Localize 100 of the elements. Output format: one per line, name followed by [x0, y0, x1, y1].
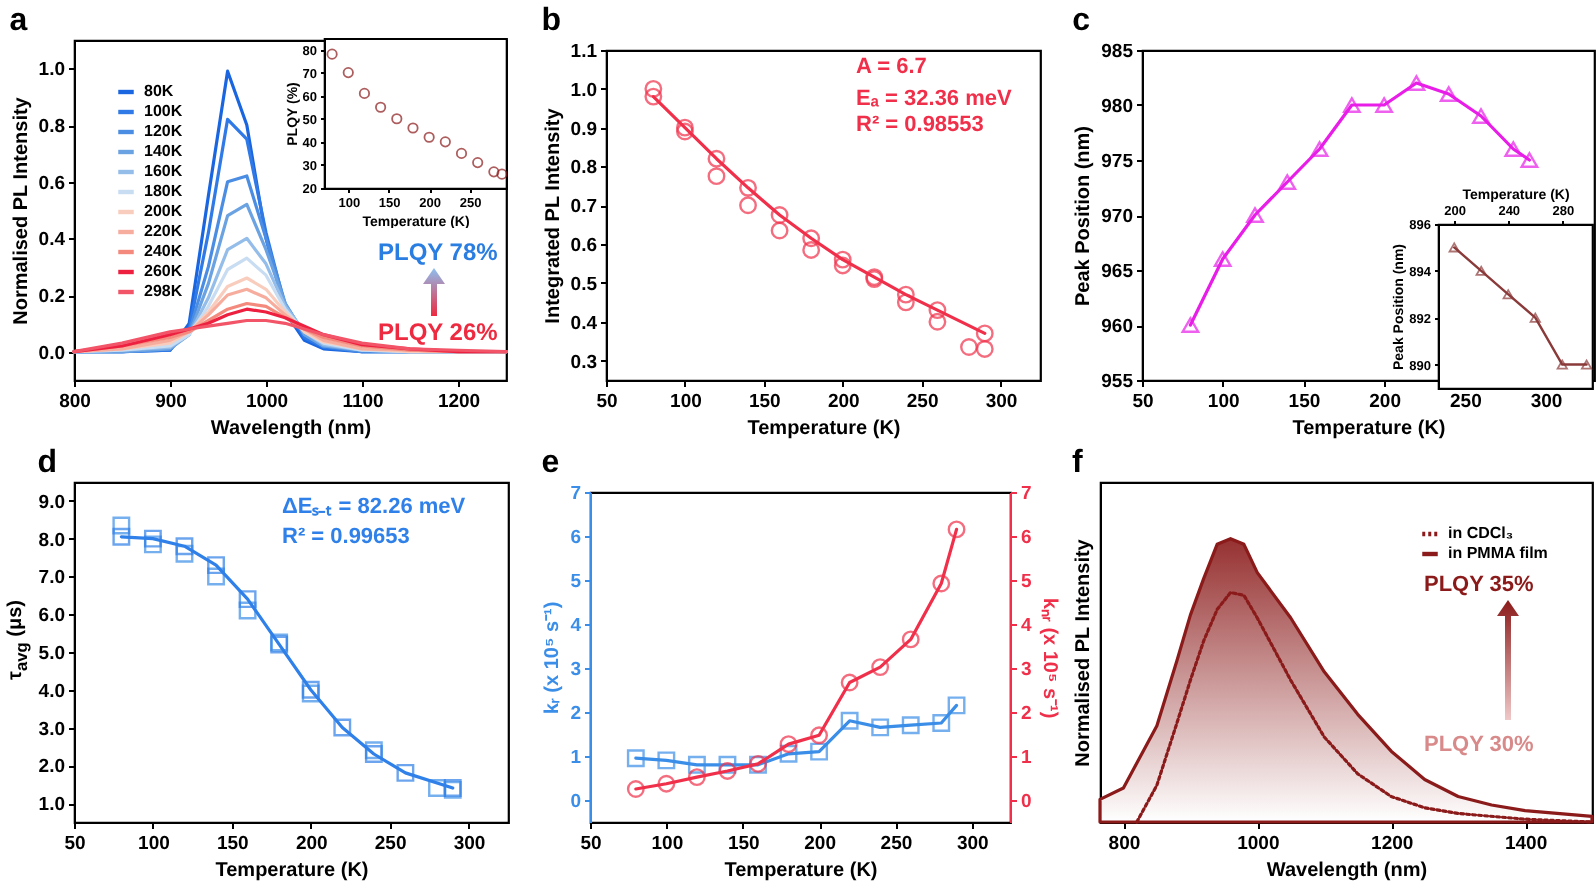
y2-tick-label: 1	[1021, 747, 1033, 769]
point	[896, 285, 915, 304]
legend-label: 240K	[144, 242, 183, 260]
y2-tick-label: 6	[1021, 527, 1032, 549]
point	[1181, 317, 1200, 333]
point	[687, 755, 706, 774]
y2-tick-label: 4	[1021, 615, 1033, 637]
point	[333, 718, 352, 737]
x-tick-label: 50	[1132, 391, 1154, 413]
point	[1502, 289, 1514, 300]
x-tick-label: 300	[453, 833, 486, 855]
legend-label: 80K	[144, 82, 174, 100]
point	[472, 157, 484, 169]
point	[112, 516, 131, 535]
x-tick-label: 150	[748, 391, 781, 413]
y-tick-label: 960	[1101, 316, 1133, 338]
x-tick-label: 1100	[342, 391, 384, 413]
point	[932, 574, 951, 593]
annotation: Eₐ = 32.36 meV	[856, 87, 1012, 111]
annotation: PLQY 26%	[378, 318, 498, 346]
legend-label: 120K	[144, 122, 183, 140]
y2-tick-label: 7	[1021, 483, 1032, 505]
x-tick-label: 100	[651, 833, 684, 855]
y-tick-label: 9.0	[38, 491, 65, 514]
point	[488, 166, 500, 178]
point	[375, 101, 387, 113]
point	[960, 338, 978, 356]
point	[657, 751, 676, 770]
x-tick-label: 200	[827, 391, 860, 413]
y-tick-label: 975	[1101, 151, 1135, 173]
point	[810, 742, 829, 761]
point	[238, 590, 257, 609]
x-tick-label: 250	[1450, 391, 1482, 413]
y-tick-label: 0.2	[38, 286, 65, 308]
y-tick-label: 0	[570, 791, 581, 813]
y2-tick-label: 5	[1021, 571, 1033, 593]
point	[1475, 265, 1487, 276]
point	[1213, 251, 1232, 267]
legend-label: 180K	[144, 182, 183, 200]
y-tick-label: 0.0	[38, 342, 65, 365]
point	[342, 67, 354, 79]
y2-tick-label: 3	[1021, 659, 1032, 681]
x-tick-label: 100	[138, 833, 170, 855]
y-tick-label: 2	[570, 703, 581, 725]
point	[207, 567, 225, 586]
y-tick-label: 980	[1101, 96, 1133, 118]
chart-title: e	[541, 446, 560, 480]
point	[175, 537, 194, 556]
point	[644, 87, 663, 106]
legend-label: 140K	[144, 142, 183, 160]
point	[1581, 359, 1593, 370]
y-tick-label: 1.0	[38, 794, 65, 817]
x-tick-label: 100	[670, 391, 702, 413]
point	[833, 256, 852, 275]
x-tick-label: 1000	[1237, 833, 1280, 855]
point	[455, 147, 468, 159]
y-tick-label: 3.0	[38, 718, 65, 741]
point	[802, 241, 821, 259]
y2-tick-label: 2	[1021, 703, 1032, 725]
legend-label: 260K	[144, 262, 183, 280]
legend-label: 160K	[144, 162, 183, 180]
annotation: PLQY 35%	[1424, 573, 1534, 597]
y-tick-label: 970	[1101, 206, 1133, 228]
y-tick-label: 4	[570, 615, 583, 637]
point	[779, 744, 798, 763]
x-tick-label: 300	[1530, 391, 1563, 413]
legend-label: 100K	[144, 102, 183, 120]
y-tick-label: 0.8	[570, 157, 597, 180]
annotation: PLQY 30%	[1424, 733, 1534, 757]
point	[238, 601, 257, 620]
y-axis-title: Peak Position (nm)	[1073, 125, 1096, 307]
x-tick-label: 300	[985, 391, 1018, 413]
y-tick-label: 0.3	[570, 351, 597, 374]
y-tick-label: 0.9	[570, 118, 597, 141]
x-axis-title: Temperature (K)	[747, 418, 901, 440]
y2-tick-label: 0	[1021, 791, 1032, 813]
y-axis-title: kᵣ (x 10⁵ s⁻¹)	[542, 601, 565, 715]
chart-title: a	[9, 4, 28, 38]
point	[896, 293, 915, 312]
point	[779, 735, 798, 754]
legend-label: 298K	[144, 282, 183, 300]
point	[626, 749, 645, 768]
point	[1472, 108, 1490, 124]
x-tick-label: 200	[295, 833, 328, 855]
point	[326, 48, 338, 60]
legend-label: 220K	[144, 222, 183, 240]
x-tick-label: 900	[155, 391, 187, 413]
x-tick-label: 800	[59, 391, 91, 413]
point	[626, 780, 645, 798]
x-tick-label: 300	[956, 833, 989, 855]
point	[1278, 174, 1297, 190]
chart-title: f	[1072, 446, 1084, 480]
legend-label: 200K	[144, 202, 183, 220]
point	[947, 520, 966, 539]
x-tick-label: 150	[216, 833, 249, 855]
chart-title: c	[1072, 4, 1091, 38]
point	[407, 122, 419, 134]
point	[718, 762, 737, 780]
y-tick-label: 6	[570, 527, 581, 549]
point	[1520, 152, 1539, 168]
